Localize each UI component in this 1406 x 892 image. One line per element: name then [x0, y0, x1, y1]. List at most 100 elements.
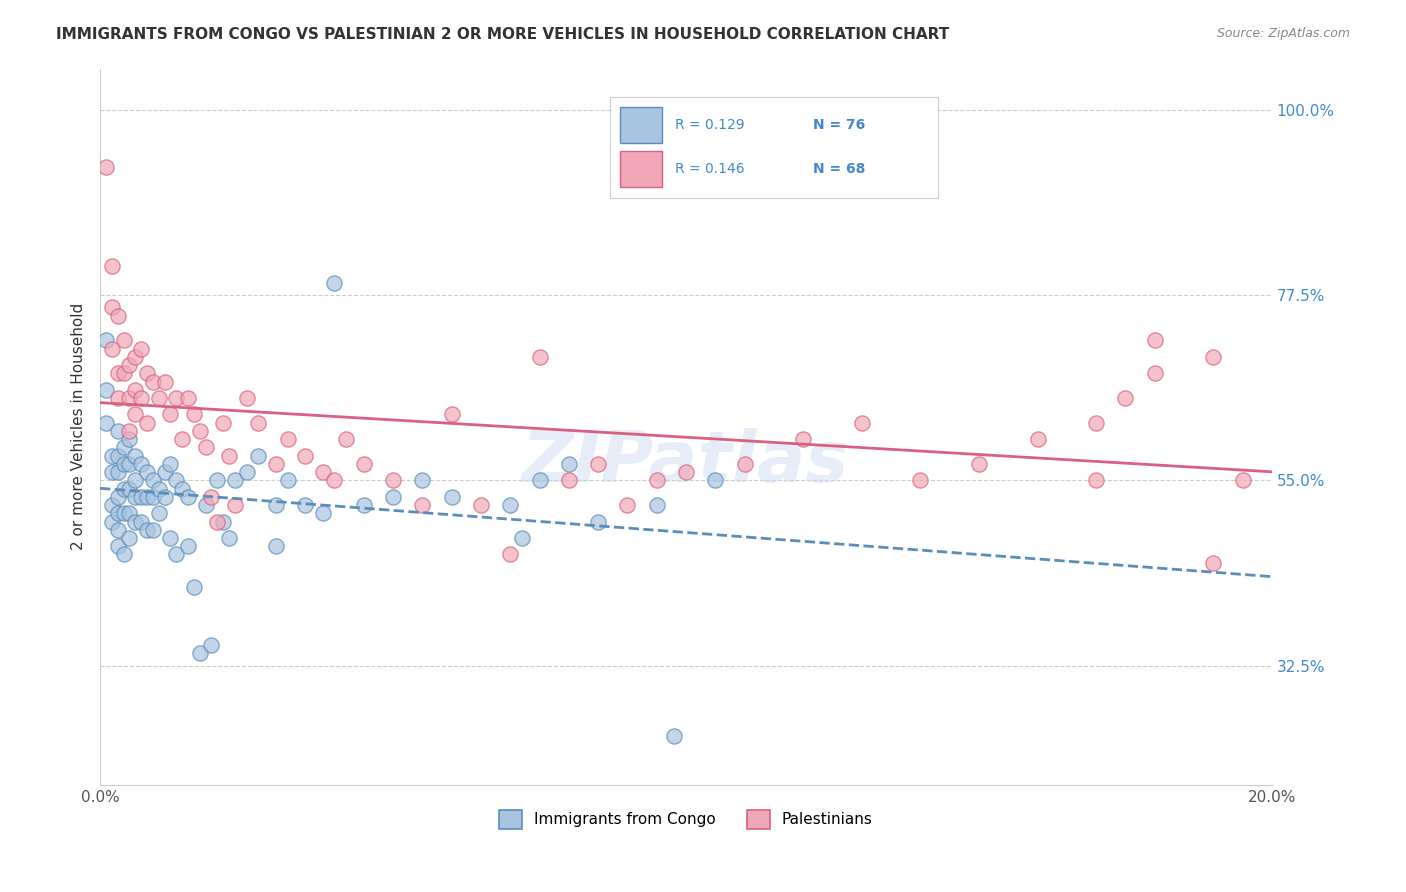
- Point: [207, 474, 229, 488]
- Point: [142, 375, 165, 389]
- Point: [1143, 366, 1166, 380]
- Point: [224, 474, 246, 488]
- Point: [188, 424, 211, 438]
- Point: [1202, 556, 1225, 570]
- Point: [200, 638, 222, 652]
- Point: [112, 548, 135, 562]
- Point: [107, 465, 129, 479]
- Y-axis label: 2 or more Vehicles in Household: 2 or more Vehicles in Household: [72, 303, 86, 550]
- Point: [558, 474, 581, 488]
- Point: [148, 482, 170, 496]
- Point: [312, 506, 335, 520]
- Point: [529, 350, 551, 364]
- Point: [411, 498, 433, 512]
- Point: [207, 515, 229, 529]
- Text: Source: ZipAtlas.com: Source: ZipAtlas.com: [1216, 27, 1350, 40]
- Point: [1232, 474, 1254, 488]
- Point: [107, 391, 129, 405]
- Point: [112, 334, 135, 348]
- Point: [247, 416, 270, 430]
- Point: [172, 482, 194, 496]
- Point: [440, 408, 463, 422]
- Point: [107, 449, 129, 463]
- Point: [94, 161, 117, 175]
- Point: [224, 498, 246, 512]
- Point: [107, 539, 129, 553]
- Point: [353, 457, 375, 471]
- Point: [124, 515, 146, 529]
- Point: [247, 449, 270, 463]
- Point: [107, 309, 129, 323]
- Point: [159, 408, 181, 422]
- Point: [118, 482, 141, 496]
- Point: [107, 506, 129, 520]
- Point: [218, 531, 240, 545]
- Point: [212, 515, 235, 529]
- Point: [124, 490, 146, 504]
- Point: [586, 515, 609, 529]
- Point: [616, 498, 638, 512]
- Point: [94, 334, 117, 348]
- Point: [1026, 432, 1049, 446]
- Point: [510, 531, 533, 545]
- Point: [124, 449, 146, 463]
- Point: [1085, 474, 1108, 488]
- Point: [101, 465, 124, 479]
- Point: [148, 391, 170, 405]
- Point: [277, 432, 299, 446]
- Point: [107, 366, 129, 380]
- Point: [212, 416, 235, 430]
- Point: [675, 465, 697, 479]
- Point: [235, 391, 257, 405]
- Point: [153, 465, 176, 479]
- Point: [1114, 391, 1136, 405]
- Point: [118, 506, 141, 520]
- Point: [107, 523, 129, 537]
- Point: [142, 523, 165, 537]
- Point: [142, 490, 165, 504]
- Point: [967, 457, 990, 471]
- Point: [136, 416, 159, 430]
- Point: [124, 383, 146, 397]
- Point: [177, 490, 200, 504]
- Point: [910, 474, 932, 488]
- Point: [107, 424, 129, 438]
- Point: [118, 424, 141, 438]
- Point: [335, 432, 357, 446]
- Point: [136, 465, 159, 479]
- Point: [112, 366, 135, 380]
- Point: [704, 474, 727, 488]
- Point: [153, 375, 176, 389]
- Point: [200, 490, 222, 504]
- Point: [118, 358, 141, 372]
- Point: [382, 490, 405, 504]
- Point: [499, 548, 522, 562]
- Point: [159, 457, 181, 471]
- Point: [440, 490, 463, 504]
- Point: [470, 498, 492, 512]
- Point: [165, 474, 187, 488]
- Point: [586, 457, 609, 471]
- Point: [112, 482, 135, 496]
- Point: [118, 531, 141, 545]
- Point: [107, 490, 129, 504]
- Point: [101, 301, 124, 315]
- Point: [294, 449, 316, 463]
- Point: [124, 474, 146, 488]
- Point: [112, 506, 135, 520]
- Point: [235, 465, 257, 479]
- Point: [129, 342, 152, 356]
- Point: [153, 490, 176, 504]
- Point: [218, 449, 240, 463]
- Point: [94, 383, 117, 397]
- Legend: Immigrants from Congo, Palestinians: Immigrants from Congo, Palestinians: [494, 804, 879, 835]
- Text: IMMIGRANTS FROM CONGO VS PALESTINIAN 2 OR MORE VEHICLES IN HOUSEHOLD CORRELATION: IMMIGRANTS FROM CONGO VS PALESTINIAN 2 O…: [56, 27, 949, 42]
- Point: [159, 531, 181, 545]
- Point: [264, 539, 287, 553]
- Point: [101, 259, 124, 273]
- Point: [129, 457, 152, 471]
- Point: [118, 432, 141, 446]
- Point: [129, 391, 152, 405]
- Point: [94, 416, 117, 430]
- Point: [101, 498, 124, 512]
